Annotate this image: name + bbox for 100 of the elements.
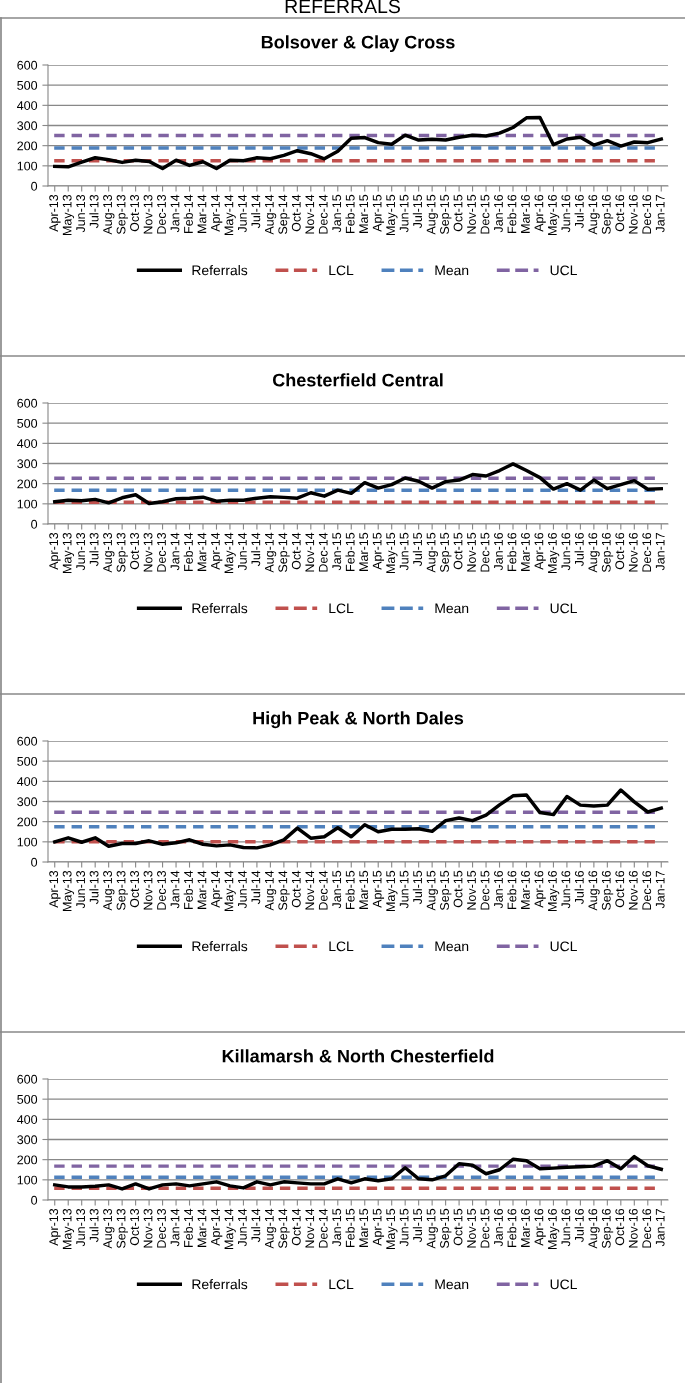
x-tick-label: Dec-14 <box>318 870 328 910</box>
x-tick-label: Aug-14 <box>265 194 277 235</box>
legend-label: Mean <box>435 603 469 614</box>
x-tick-label: Nov-13 <box>143 870 153 910</box>
x-tick-label: Nov-15 <box>467 532 476 572</box>
legend-label: Referrals <box>192 265 248 276</box>
y-tick-label: 0 <box>31 1195 38 1205</box>
x-tick-label: Jul-14 <box>251 532 261 567</box>
x-tick-label: May-13 <box>62 870 75 911</box>
x-tick-label: Oct-13 <box>130 532 139 570</box>
x-tick-label: Jan-17 <box>655 194 665 233</box>
chart-title: High Peak & North Dales <box>253 711 464 729</box>
y-tick-label: 600 <box>17 1074 38 1084</box>
x-tick-label: Sep-15 <box>440 870 452 911</box>
x-tick-label: Jul-16 <box>574 870 584 905</box>
x-tick-label: Jan-17 <box>655 870 665 909</box>
y-tick-label: 500 <box>17 756 38 766</box>
x-tick-label: Feb-16 <box>507 194 517 233</box>
x-tick-label: Sep-13 <box>116 194 128 235</box>
x-tick-label: Jun-15 <box>399 194 409 233</box>
x-tick-label: Jan-16 <box>494 1208 503 1247</box>
x-tick-label: Sep-16 <box>601 194 614 235</box>
legend-label: Mean <box>435 941 469 952</box>
x-tick-label: Sep-13 <box>116 532 128 573</box>
legend-label: LCL <box>329 603 354 614</box>
y-tick-label: 400 <box>17 777 38 786</box>
x-tick-label: Jan-16 <box>494 194 503 233</box>
x-tick-label: Feb-16 <box>507 532 517 571</box>
x-tick-label: Sep-16 <box>601 1208 614 1249</box>
y-tick-label: 400 <box>17 101 38 110</box>
y-tick-label: 0 <box>31 857 38 867</box>
legend-label: Mean <box>435 265 469 276</box>
legend-label: Mean <box>435 1279 469 1290</box>
x-tick-label: Feb-15 <box>345 532 355 571</box>
x-tick-label: Aug-16 <box>588 194 600 235</box>
x-tick-label: Sep-13 <box>116 1208 128 1249</box>
y-tick-label: 200 <box>17 1155 38 1165</box>
line-series <box>53 1154 663 1191</box>
line-series <box>53 462 663 506</box>
x-tick-label: Feb-15 <box>345 870 355 909</box>
x-tick-label: Apr-13 <box>49 1208 61 1246</box>
x-tick-label: Mar-16 <box>520 194 530 233</box>
x-tick-label: Jul-14 <box>251 870 261 905</box>
x-tick-label: Mar-16 <box>520 1208 530 1247</box>
x-tick-label: Apr-15 <box>372 870 385 908</box>
x-tick-label: Apr-14 <box>211 194 223 232</box>
legend-label: LCL <box>329 941 354 952</box>
x-tick-label: Dec-15 <box>480 1208 490 1248</box>
x-tick-label: Jan-14 <box>170 194 180 233</box>
x-tick-label: Jul-16 <box>574 1208 584 1243</box>
x-tick-label: Oct-15 <box>453 870 463 908</box>
x-tick-label: May-15 <box>386 870 398 911</box>
x-tick-label: Aug-14 <box>265 1208 277 1249</box>
y-tick-label: 200 <box>17 817 38 827</box>
x-tick-label: Jul-13 <box>89 1208 99 1243</box>
x-tick-label: Sep-14 <box>278 194 290 235</box>
x-tick-label: Jan-15 <box>332 1208 342 1247</box>
chart-title: Bolsover & Clay Cross <box>261 35 455 53</box>
x-tick-label: Oct-16 <box>615 870 625 908</box>
x-tick-label: Jan-14 <box>170 532 180 571</box>
x-tick-label: Aug-14 <box>265 870 277 911</box>
x-tick-label: May-14 <box>224 1208 236 1249</box>
x-tick-label: Aug-15 <box>426 194 438 235</box>
x-tick-label: Aug-15 <box>426 870 438 911</box>
x-tick-label: Jun-16 <box>561 870 571 909</box>
x-tick-label: Oct-13 <box>130 1208 139 1246</box>
line-series <box>53 788 663 850</box>
x-tick-label: Jan-15 <box>332 870 342 909</box>
x-tick-label: Jan-17 <box>655 532 665 571</box>
x-tick-label: Mar-15 <box>359 1208 369 1247</box>
x-tick-label: Sep-16 <box>601 532 614 573</box>
x-tick-label: May-14 <box>224 532 236 573</box>
x-tick-label: Feb-14 <box>183 1208 193 1247</box>
x-tick-label: Nov-14 <box>305 1208 315 1248</box>
x-tick-label: May-16 <box>547 194 560 235</box>
line-series <box>53 115 663 171</box>
x-tick-label: Apr-16 <box>534 870 546 908</box>
x-tick-label: Oct-15 <box>453 1208 463 1246</box>
y-tick-label: 500 <box>17 1094 38 1104</box>
x-tick-label: Jul-13 <box>89 194 99 229</box>
x-tick-label: Feb-15 <box>345 1208 355 1247</box>
chart-title: Killamarsh & North Chesterfield <box>222 1049 494 1063</box>
x-tick-label: Oct-16 <box>615 194 625 232</box>
x-tick-label: Jun-14 <box>238 870 247 909</box>
x-tick-label: Mar-14 <box>197 532 207 571</box>
x-tick-label: Dec-15 <box>480 870 490 910</box>
x-tick-label: Jul-14 <box>251 194 261 229</box>
x-tick-label: Sep-15 <box>440 1208 452 1249</box>
x-tick-label: Sep-14 <box>278 870 290 911</box>
x-tick-label: Jul-15 <box>412 1208 423 1243</box>
x-tick-label: Aug-13 <box>103 1208 115 1249</box>
x-tick-label: Nov-16 <box>628 1208 638 1248</box>
y-tick-label: 300 <box>17 121 38 131</box>
x-tick-label: Oct-16 <box>615 532 625 570</box>
legend-label: UCL <box>550 941 577 952</box>
x-tick-label: Dec-14 <box>318 532 328 572</box>
x-tick-label: Dec-16 <box>642 870 652 910</box>
x-tick-label: Sep-15 <box>440 194 452 235</box>
x-tick-label: Mar-15 <box>359 870 369 909</box>
x-tick-label: Oct-16 <box>615 1208 625 1246</box>
